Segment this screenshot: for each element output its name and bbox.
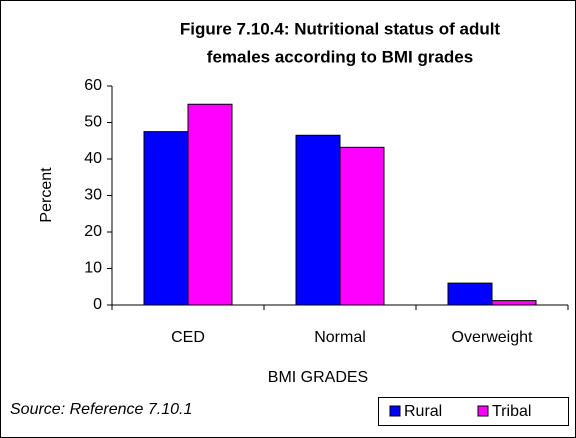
x-tick-label: Normal [314,329,366,346]
y-tick-label: 50 [84,114,102,131]
x-axis-label: BMI GRADES [268,369,368,386]
y-tick-label: 0 [93,296,102,313]
y-tick-label: 30 [84,187,102,204]
legend-swatch [389,405,401,417]
legend-swatch [477,405,489,417]
bar [187,103,233,306]
y-tick-label: 10 [84,260,102,277]
annotation: Source: Reference 7.10.1 [10,401,192,418]
legend [378,397,569,426]
chart-title: females according to BMI grades [207,47,473,66]
y-axis-label: Percent [38,167,55,223]
y-tick-label: 60 [84,77,102,94]
bar [339,146,385,306]
bar [491,300,537,306]
legend-label: Tribal [492,403,531,420]
bar [447,282,493,306]
chart-title: Figure 7.10.4: Nutritional status of adu… [180,19,501,38]
y-tick-label: 40 [84,150,102,167]
x-tick-label: CED [171,329,205,346]
y-tick-label: 20 [84,223,102,240]
bar [143,131,189,306]
bar [295,134,341,306]
legend-label: Rural [404,403,442,420]
x-tick-label: Overweight [452,329,533,346]
